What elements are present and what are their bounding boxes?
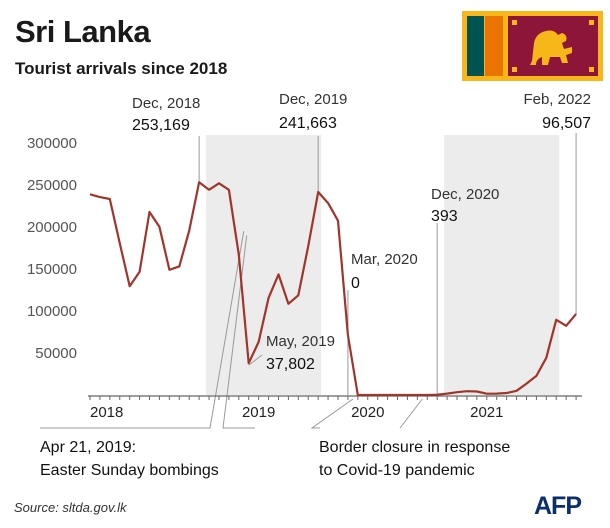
- y-tick-label: 300000: [27, 135, 77, 152]
- annotation-value-label: 37,802: [266, 356, 315, 373]
- event-pointer-covid-b: [399, 398, 423, 429]
- event-note-line2: to Covid-19 pandemic: [319, 462, 475, 479]
- year-shade-2019: [206, 135, 322, 395]
- flag-green-stripe: [467, 16, 484, 76]
- lion-emblem-icon: [512, 20, 594, 72]
- event-pointer-bombings-a: [40, 231, 245, 429]
- callout-lines: [40, 133, 577, 429]
- chart-subtitle: Tourist arrivals since 2018: [15, 59, 228, 78]
- y-tick-label: 100000: [27, 303, 77, 320]
- event-note-line2: Easter Sunday bombings: [40, 462, 219, 479]
- source-note: Source: sltda.gov.lk: [14, 500, 127, 515]
- x-year-label: 2018: [90, 404, 123, 421]
- annotation-value-label: 96,507: [542, 115, 591, 132]
- annotation-date-label: Feb, 2022: [523, 91, 591, 108]
- flag-orange-stripe: [485, 16, 503, 76]
- annotation-value-label: 0: [351, 275, 360, 292]
- x-year-label: 2021: [470, 404, 503, 421]
- annotation-value-label: 241,663: [279, 115, 337, 132]
- callout-may-2019: [248, 354, 263, 366]
- data-labels: Dec, 2018 253,169 Dec, 2019 241,663 Feb, 202…: [132, 91, 591, 373]
- series-line: [89, 181, 577, 397]
- annotation-date-label: Dec, 2019: [279, 91, 347, 108]
- x-year-label: 2019: [242, 404, 275, 421]
- event-pointer-bombings-b: [222, 235, 255, 429]
- afp-logo-icon: AFP: [534, 492, 604, 520]
- annotation-value-label: 253,169: [132, 117, 190, 134]
- annotation-date-label: Dec, 2018: [132, 95, 200, 112]
- x-axis-ticks: 2018 2019 2020 2021: [89, 396, 577, 421]
- chart-title: Sri Lanka: [15, 14, 151, 49]
- event-notes: Apr 21, 2019: Easter Sunday bombings Borde…: [40, 439, 510, 479]
- year-shade-2021: [444, 135, 560, 395]
- event-note-line1: Apr 21, 2019:: [40, 439, 136, 456]
- y-tick-label: 250000: [27, 177, 77, 194]
- annotation-date-label: Mar, 2020: [351, 251, 418, 268]
- year-shading: [206, 135, 560, 395]
- event-pointer-covid-a: [310, 398, 354, 429]
- annotation-date-label: Dec, 2020: [431, 186, 499, 203]
- afp-logo-text: AFP: [534, 492, 582, 520]
- annotation-date-label: May, 2019: [266, 333, 335, 350]
- event-note-line1: Border closure in response: [319, 439, 510, 456]
- x-year-label: 2020: [351, 404, 384, 421]
- annotation-value-label: 393: [431, 208, 458, 225]
- y-axis-ticks: 300000 250000 200000 150000 100000 50000: [27, 135, 77, 362]
- y-tick-label: 200000: [27, 219, 77, 236]
- y-tick-label: 50000: [35, 345, 77, 362]
- sri-lanka-flag-icon: [462, 11, 603, 81]
- y-tick-label: 150000: [27, 261, 77, 278]
